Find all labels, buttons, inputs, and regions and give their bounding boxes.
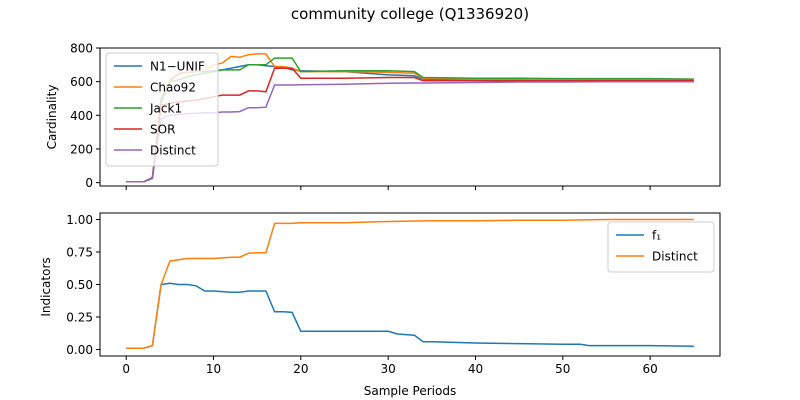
series-line-distinct	[126, 218, 694, 349]
y-tick-label: 0.25	[66, 311, 93, 325]
y-tick-label: 400	[70, 109, 93, 123]
indicators-series-lines	[126, 218, 694, 349]
y-tick-label: 800	[70, 42, 93, 56]
x-tick-label: 40	[468, 362, 483, 376]
chart-title: community college (Q1336920)	[291, 5, 529, 23]
x-tick-label: 10	[206, 362, 221, 376]
series-line-f-	[126, 282, 694, 349]
x-tick-label: 0	[122, 362, 130, 376]
x-axis-label: Sample Periods	[364, 384, 456, 398]
y-tick-label: 0.75	[66, 246, 93, 260]
y-tick-label: 200	[70, 142, 93, 156]
indicators-legend: f₁ Distinct	[607, 221, 715, 273]
legend-entry: f₁	[652, 229, 661, 243]
cardinality-legend: N1−UNIF Chao92 Jack1 SOR Distinct	[105, 52, 219, 167]
y-tick-label: 0	[85, 176, 93, 190]
y-tick-label: 1.00	[66, 213, 93, 227]
indicators-y-axis-label: Indicators	[39, 257, 53, 316]
legend-entry: Jack1	[149, 102, 182, 116]
x-tick-label: 20	[293, 362, 308, 376]
x-tick-label: 30	[381, 362, 396, 376]
legend-entry: Distinct	[150, 144, 196, 158]
indicators-panel: 0 10 20 30 40 50 60 0.00 0.25 0.50 0.75 1.00 Indica…	[39, 212, 721, 398]
legend-entry: Distinct	[652, 250, 698, 264]
legend-box	[105, 52, 219, 167]
cardinality-panel: 0 200 400 600 800 Cardinality N1−UNIF Chao92 J…	[45, 42, 721, 190]
y-tick-label: 600	[70, 75, 93, 89]
cardinality-ticks: 0 200 400 600 800	[70, 42, 651, 190]
cardinality-plot-frame	[99, 47, 721, 187]
x-tick-label: 50	[555, 362, 570, 376]
legend-entry: Chao92	[150, 81, 196, 95]
indicators-ticks: 0 10 20 30 40 50 60 0.00 0.25 0.50 0.75 1.00	[66, 213, 658, 376]
legend-entry: N1−UNIF	[150, 60, 205, 74]
x-tick-label: 60	[643, 362, 658, 376]
cardinality-y-axis-label: Cardinality	[45, 85, 59, 150]
legend-entry: SOR	[150, 123, 175, 137]
y-tick-label: 0.50	[66, 278, 93, 292]
y-tick-label: 0.00	[66, 343, 93, 357]
